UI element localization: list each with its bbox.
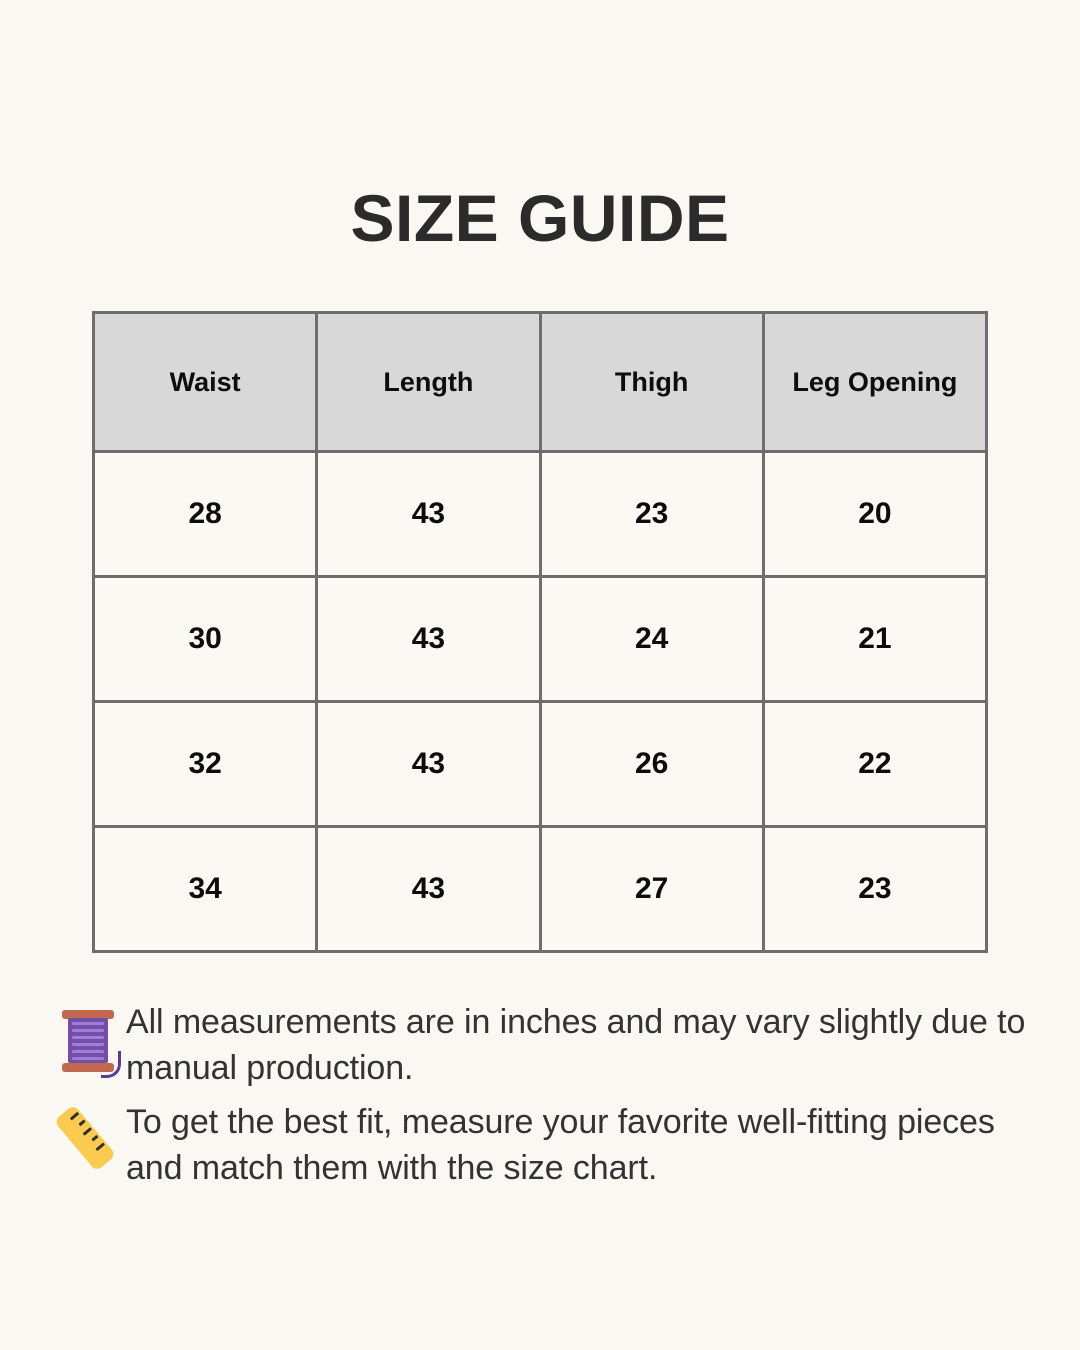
cell-length: 43: [315, 575, 542, 703]
page-title: SIZE GUIDE: [350, 181, 730, 255]
table-row: 28 43 23 20: [91, 450, 989, 578]
cell-thigh: 26: [538, 700, 765, 828]
cell-length: 43: [315, 700, 542, 828]
cell-length: 43: [315, 825, 542, 953]
table-row: 34 43 27 23: [91, 825, 989, 953]
column-header-waist: Waist: [91, 311, 319, 453]
note-item: All measurements are in inches and may v…: [54, 995, 1044, 1091]
table-header: Waist Length Thigh Leg Opening: [91, 311, 989, 453]
table-body: 28 43 23 20 30 43 24 21 32 43 26 22: [91, 450, 989, 953]
cell-leg-opening: 23: [761, 825, 989, 953]
cell-leg-opening: 22: [761, 700, 989, 828]
cell-waist: 28: [91, 450, 319, 578]
size-chart-container: Waist Length Thigh Leg Opening 28 43 23 …: [91, 311, 989, 953]
cell-length: 43: [315, 450, 542, 578]
cell-thigh: 24: [538, 575, 765, 703]
note-item: To get the best fit, measure your favori…: [53, 1095, 1044, 1191]
cell-leg-opening: 21: [761, 575, 989, 703]
thread-spool-icon: [54, 995, 126, 1087]
cell-waist: 30: [91, 575, 319, 703]
cell-thigh: 23: [538, 450, 765, 578]
table-row: 32 43 26 22: [91, 700, 989, 828]
column-header-thigh: Thigh: [538, 311, 765, 453]
column-header-length: Length: [315, 311, 542, 453]
size-chart-table: Waist Length Thigh Leg Opening 28 43 23 …: [91, 311, 989, 953]
note-text: All measurements are in inches and may v…: [126, 1003, 1026, 1087]
note-text: To get the best fit, measure your favori…: [126, 1103, 995, 1187]
cell-waist: 34: [91, 825, 319, 953]
cell-thigh: 27: [538, 825, 765, 953]
column-header-leg-opening: Leg Opening: [761, 311, 989, 453]
cell-leg-opening: 20: [761, 450, 989, 578]
ruler-icon: [53, 1095, 126, 1187]
cell-waist: 32: [91, 700, 319, 828]
table-row: 30 43 24 21: [91, 575, 989, 703]
table-header-row: Waist Length Thigh Leg Opening: [91, 311, 989, 453]
notes-section: All measurements are in inches and may v…: [53, 995, 1044, 1195]
